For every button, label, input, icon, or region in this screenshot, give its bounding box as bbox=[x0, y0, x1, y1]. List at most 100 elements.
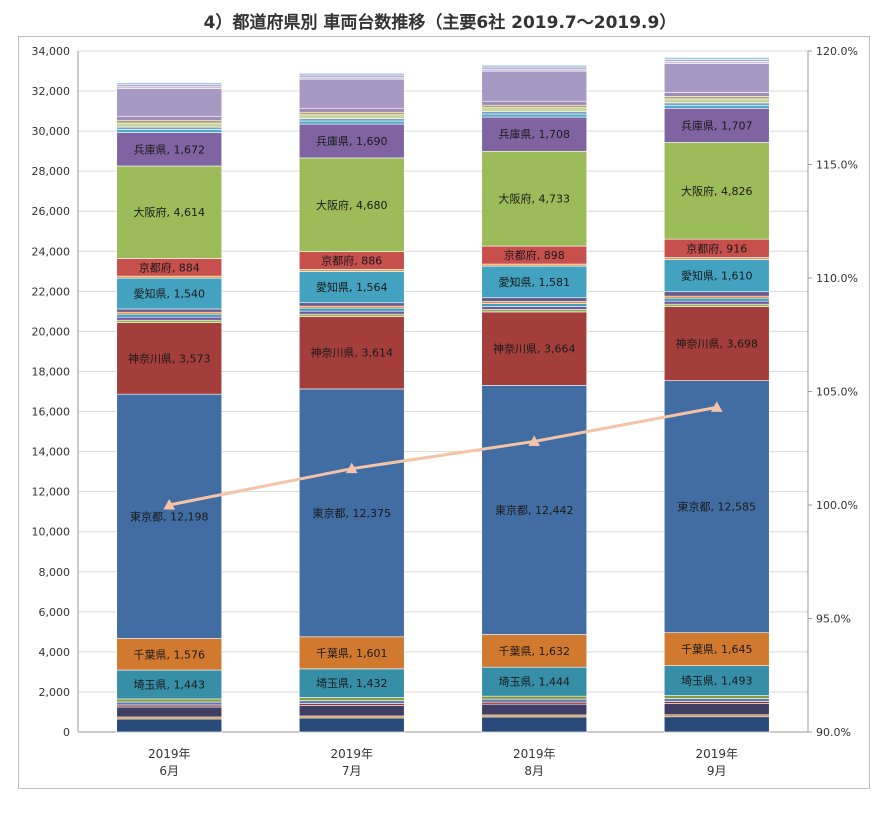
bar-segment bbox=[481, 265, 588, 299]
y-tick-label: 22,000 bbox=[32, 285, 71, 298]
bar-segment bbox=[663, 92, 770, 97]
bar-segment bbox=[298, 271, 405, 304]
y-tick-label: 18,000 bbox=[32, 365, 71, 378]
y-tick-label: 8,000 bbox=[39, 566, 71, 579]
bar-segment bbox=[298, 305, 405, 309]
data-label: 千葉県, 1,632 bbox=[499, 644, 570, 658]
data-label: 愛知県, 1,610 bbox=[681, 269, 752, 283]
bar-segment bbox=[663, 701, 770, 704]
bar-segment bbox=[116, 669, 223, 700]
y-tick-label: 28,000 bbox=[32, 165, 71, 178]
y-tick-label: 30,000 bbox=[32, 125, 71, 138]
bar-segment bbox=[663, 300, 770, 305]
y-tick-label: 2,000 bbox=[39, 686, 71, 699]
bar-segment bbox=[116, 311, 223, 315]
data-label: 千葉県, 1,645 bbox=[681, 642, 752, 656]
bar-segment bbox=[116, 319, 223, 323]
data-label: 神奈川県, 3,698 bbox=[676, 337, 758, 351]
bar-segment bbox=[663, 59, 770, 62]
bar-segment bbox=[298, 118, 405, 122]
bar-segment bbox=[481, 695, 588, 700]
bar-segment bbox=[663, 295, 770, 299]
data-label: 愛知県, 1,540 bbox=[134, 287, 205, 301]
x-tick-label: 8月 bbox=[524, 764, 544, 778]
bar-segment bbox=[116, 718, 223, 733]
data-label: 京都府, 898 bbox=[504, 248, 565, 262]
y-tick-label: 0 bbox=[63, 726, 70, 739]
y-tick-label: 16,000 bbox=[32, 406, 71, 419]
data-label: 千葉県, 1,601 bbox=[316, 646, 387, 660]
data-label: 埼玉県, 1,444 bbox=[499, 675, 570, 689]
data-label: 愛知県, 1,564 bbox=[316, 280, 387, 294]
data-label: 兵庫県, 1,672 bbox=[134, 142, 205, 156]
data-label: 京都府, 916 bbox=[686, 241, 747, 255]
bar-segment bbox=[116, 698, 223, 703]
y-tick-label: 10,000 bbox=[32, 526, 71, 539]
bar-segment bbox=[481, 385, 588, 635]
ratio-line-marker bbox=[528, 435, 541, 446]
data-label: 大阪府, 4,614 bbox=[134, 205, 205, 219]
bar-segment bbox=[481, 714, 588, 718]
x-tick-label: 7月 bbox=[342, 764, 362, 778]
bar-segment bbox=[663, 63, 770, 93]
data-label: 大阪府, 4,826 bbox=[681, 184, 752, 198]
bar-segment bbox=[663, 291, 770, 297]
bar-segment bbox=[481, 309, 588, 313]
x-tick-label: 6月 bbox=[159, 764, 179, 778]
data-label: 埼玉県, 1,493 bbox=[681, 674, 752, 688]
y2-tick-label: 100.0% bbox=[816, 499, 858, 512]
bar-segment bbox=[298, 703, 405, 706]
ratio-line-marker bbox=[163, 498, 176, 510]
bar-segment bbox=[116, 322, 223, 395]
bar-segment bbox=[663, 57, 770, 60]
bar-segment bbox=[116, 126, 223, 130]
bar-segment bbox=[298, 114, 405, 119]
data-label: 京都府, 886 bbox=[321, 254, 382, 268]
bar-segment bbox=[663, 104, 770, 109]
bar-segment bbox=[116, 701, 223, 706]
bar-segment bbox=[298, 269, 405, 272]
chart-frame bbox=[18, 36, 870, 789]
y-tick-label: 6,000 bbox=[39, 606, 71, 619]
data-label: 東京都, 12,375 bbox=[313, 506, 391, 520]
ratio-line-marker bbox=[345, 462, 358, 474]
data-label: 愛知県, 1,581 bbox=[499, 275, 570, 289]
bar-segment bbox=[663, 695, 770, 699]
bar-segment bbox=[481, 70, 588, 102]
y-tick-label: 32,000 bbox=[32, 85, 71, 98]
bar-segment bbox=[663, 665, 770, 696]
ratio-line-marker bbox=[710, 401, 723, 412]
bar-segment bbox=[298, 316, 405, 390]
bar-segment bbox=[663, 257, 770, 260]
bar-segment bbox=[116, 308, 223, 313]
y-tick-label: 4,000 bbox=[39, 646, 71, 659]
bar-segment bbox=[116, 706, 223, 718]
bar-segment bbox=[298, 715, 405, 719]
bar-segment bbox=[116, 82, 223, 85]
bar-segment bbox=[116, 316, 223, 321]
bar-segment bbox=[298, 700, 405, 704]
data-label: 大阪府, 4,733 bbox=[499, 192, 570, 206]
bar-segment bbox=[663, 259, 770, 293]
bar-segment bbox=[481, 68, 588, 72]
data-label: 東京都, 12,585 bbox=[678, 500, 756, 514]
bar-segment bbox=[116, 313, 223, 318]
bar-segment bbox=[298, 78, 405, 109]
data-label: 大阪府, 4,680 bbox=[316, 198, 387, 212]
y2-tick-label: 105.0% bbox=[816, 386, 858, 399]
bar-segment bbox=[663, 142, 770, 240]
bar-segment bbox=[663, 98, 770, 104]
bar-segment bbox=[298, 313, 405, 317]
bar-segment bbox=[116, 393, 223, 639]
bar-segment bbox=[481, 634, 588, 668]
x-tick-label: 2019年 bbox=[330, 747, 373, 761]
bar-segment bbox=[298, 76, 405, 80]
data-label: 東京都, 12,442 bbox=[495, 503, 573, 517]
bar-segment bbox=[298, 388, 405, 638]
y-tick-label: 24,000 bbox=[32, 245, 71, 258]
bar-segment bbox=[663, 714, 770, 718]
x-tick-label: 2019年 bbox=[513, 747, 556, 761]
bar-segment bbox=[663, 107, 770, 143]
bar-segment bbox=[481, 116, 588, 152]
data-label: 埼玉県, 1,443 bbox=[134, 678, 205, 692]
